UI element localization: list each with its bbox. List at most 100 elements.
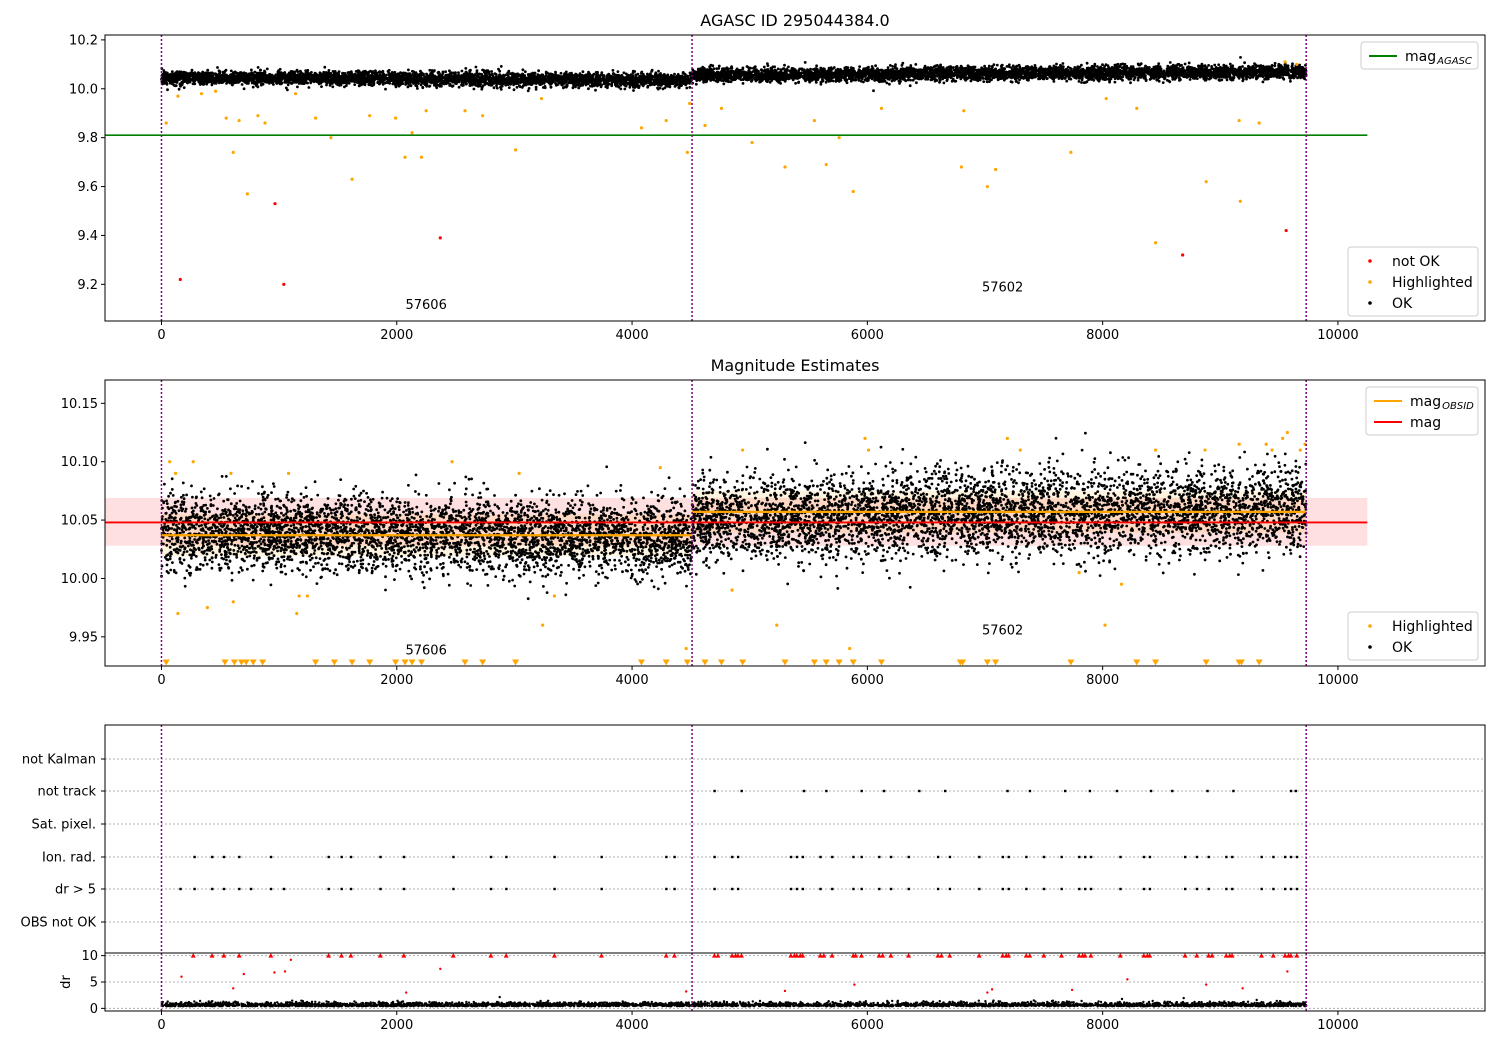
ok-point	[560, 83, 563, 86]
ok-point	[236, 71, 239, 75]
ok-point	[1157, 62, 1161, 65]
ok-point	[406, 72, 410, 76]
ok-point	[457, 85, 461, 89]
ok-point	[628, 79, 632, 82]
ok-point	[368, 76, 372, 80]
ok-point	[366, 80, 370, 83]
ok-point	[583, 76, 587, 79]
ok-point	[476, 75, 479, 78]
ok-point	[325, 83, 328, 87]
ok-point	[436, 83, 440, 87]
ok-point	[676, 73, 680, 76]
ok-point	[399, 74, 403, 78]
ok-point	[567, 73, 571, 77]
ok-point	[265, 67, 269, 71]
ok-point	[216, 77, 220, 81]
ok-point	[383, 78, 387, 81]
ok-point	[484, 71, 488, 75]
ok-point	[526, 73, 530, 76]
ok-point	[208, 78, 212, 81]
ok-point	[493, 72, 497, 75]
ok-point	[367, 70, 371, 74]
ok-point	[685, 86, 689, 90]
ok-point	[362, 70, 366, 73]
ok-point	[351, 79, 355, 83]
ok-point	[654, 72, 658, 76]
ok-point	[602, 74, 606, 77]
ok-point	[287, 71, 291, 75]
ok-point	[250, 68, 253, 72]
ok-point	[198, 80, 202, 84]
ok-point	[206, 68, 210, 72]
ok-point	[573, 74, 577, 77]
ok-point	[640, 79, 644, 83]
ok-point	[681, 71, 685, 74]
ok-point	[635, 84, 638, 87]
ok-point	[443, 79, 447, 82]
ok-point	[578, 72, 582, 76]
ok-point	[226, 75, 229, 79]
ok-point	[638, 75, 642, 78]
ok-point	[478, 81, 482, 85]
ok-point	[433, 75, 436, 79]
ok-point	[384, 81, 388, 84]
ok-point	[520, 79, 524, 83]
ok-point	[485, 81, 489, 85]
ok-point	[531, 80, 534, 84]
ok-point	[185, 75, 189, 79]
ok-point	[356, 74, 360, 78]
ok-point	[440, 79, 443, 83]
ok-point	[468, 69, 471, 73]
ok-point	[468, 84, 472, 87]
ok-point	[495, 86, 499, 90]
ok-point	[440, 84, 443, 88]
ok-point	[379, 80, 383, 84]
ok-point	[318, 71, 322, 75]
ok-point	[472, 81, 476, 85]
ok-point	[261, 82, 265, 86]
ok-point	[180, 75, 184, 78]
ok-point	[326, 79, 330, 83]
ok-point	[302, 75, 305, 79]
ok-point	[393, 78, 396, 81]
ok-point	[447, 76, 451, 79]
ok-point	[190, 68, 194, 72]
ok-point	[320, 85, 323, 88]
ok-point	[657, 78, 660, 81]
ok-point	[564, 70, 568, 74]
ok-point	[238, 76, 241, 80]
ok-point	[622, 77, 626, 80]
ok-point	[393, 74, 397, 77]
ok-point	[166, 88, 169, 92]
ok-point	[464, 81, 468, 85]
ok-point	[555, 78, 559, 82]
ok-point	[396, 76, 400, 80]
ok-point	[286, 75, 290, 78]
ok-point	[475, 69, 479, 73]
ok-point	[677, 86, 681, 89]
ok-point	[490, 70, 493, 73]
ok-point	[623, 80, 627, 84]
ok-point	[430, 74, 434, 78]
ok-point	[610, 84, 614, 88]
ok-point	[216, 75, 220, 78]
ok-point	[231, 80, 234, 84]
ok-point	[469, 73, 472, 77]
ok-point	[1243, 61, 1246, 65]
ok-point	[688, 86, 692, 89]
ok-point	[1183, 62, 1187, 66]
ok-point	[512, 88, 516, 92]
ok-point	[606, 75, 610, 79]
ok-point	[235, 76, 239, 80]
ok-point	[499, 82, 502, 86]
ok-point	[571, 81, 575, 85]
ok-point	[306, 68, 310, 72]
ok-point	[608, 78, 612, 81]
ok-point	[184, 72, 188, 75]
ok-point	[570, 71, 573, 75]
ok-point	[495, 80, 499, 84]
ok-point	[197, 73, 201, 76]
ok-point	[256, 85, 260, 89]
ok-point	[322, 79, 326, 83]
